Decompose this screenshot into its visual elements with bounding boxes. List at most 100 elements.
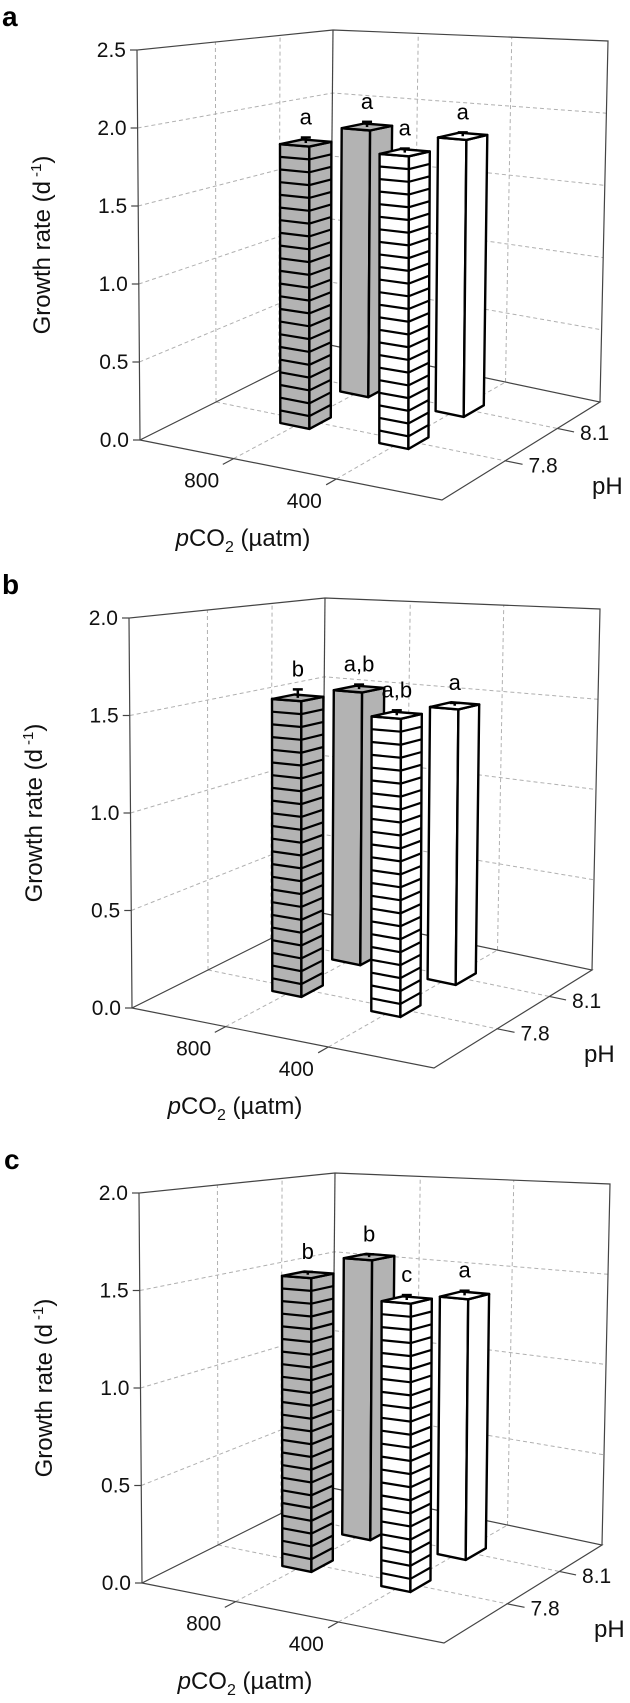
bar-stripe xyxy=(279,240,332,251)
bar-stripe xyxy=(271,796,324,806)
bar-stripe xyxy=(272,846,324,857)
bar-stripe xyxy=(271,758,324,767)
x-axis-title-sub: 2 xyxy=(217,1107,226,1124)
y-axis-title-close: ) xyxy=(29,156,56,164)
bar-stripe xyxy=(272,833,324,844)
x-axis-title-italic: p xyxy=(177,1668,191,1695)
bar-top-face xyxy=(280,1270,335,1280)
y-axis-title-close: ) xyxy=(31,1299,58,1307)
bar-stripe xyxy=(379,212,430,222)
bar: a xyxy=(278,105,333,431)
bar-stripe xyxy=(282,1409,334,1420)
bar-top-face xyxy=(332,684,386,694)
bar-stripe xyxy=(371,814,422,824)
bar-stripe xyxy=(281,1359,334,1369)
bar-stripe xyxy=(282,1472,334,1484)
x-axis-title-rest: (µatm) xyxy=(236,1668,313,1695)
bar-stripe xyxy=(280,328,332,341)
bar-stripe xyxy=(371,991,422,1006)
bar-stripe xyxy=(379,237,430,247)
significance-letter: a xyxy=(300,105,313,130)
panel-letter: b xyxy=(2,569,19,600)
significance-letter: a xyxy=(399,116,412,141)
bar-stripe xyxy=(281,1285,334,1293)
bar-stripe xyxy=(281,1384,334,1395)
bar-stripe xyxy=(379,386,430,400)
bar-stripe xyxy=(271,733,324,741)
y-tick-label: 1.5 xyxy=(100,1280,129,1303)
bar-top-face xyxy=(438,1290,491,1301)
bar-stripe xyxy=(371,864,422,876)
bar-top-face xyxy=(380,1295,433,1305)
bar-stripe xyxy=(381,1553,432,1567)
bar-stripe xyxy=(272,883,324,896)
x-tick xyxy=(325,478,337,486)
bar-stripe xyxy=(371,966,422,980)
bar-left-face xyxy=(436,1295,470,1562)
bar-stripe xyxy=(281,1334,334,1344)
x-axis-title-rest: (µatm) xyxy=(234,525,311,552)
bar-stripe xyxy=(379,324,430,336)
bar-stripe xyxy=(282,1459,334,1471)
bar-left-face xyxy=(331,689,364,967)
bar: a,b xyxy=(370,677,423,1019)
x-axis-title-main: CO xyxy=(191,1668,227,1695)
bar-stripe xyxy=(279,203,332,212)
x-axis-title-rest: (µatm) xyxy=(226,1093,303,1120)
bar-stripe xyxy=(381,1438,432,1449)
bar-stripe xyxy=(271,821,324,831)
bar-stripe xyxy=(282,1546,334,1561)
z-tick-label: 7.8 xyxy=(531,1597,560,1620)
bar: a xyxy=(378,116,431,451)
bar-stripe xyxy=(281,1372,334,1382)
y-tick-label: 0.5 xyxy=(91,900,120,923)
bar-stripe xyxy=(280,341,332,354)
significance-letter: c xyxy=(401,1262,412,1287)
bar-stripe xyxy=(379,349,430,362)
bar-stripe xyxy=(282,1522,334,1535)
bar: a xyxy=(434,99,489,419)
y-axis-title-text: Growth rate (d xyxy=(31,1324,58,1477)
bar-stripe xyxy=(381,1476,432,1489)
x-tick xyxy=(317,1046,329,1054)
y-axis-title: Growth rate (d -1) xyxy=(30,1299,58,1478)
bar-stripe xyxy=(381,1502,432,1515)
bar-stripe xyxy=(272,896,324,909)
z-tick-label: 8.1 xyxy=(582,1565,611,1588)
bar-stripe xyxy=(272,858,324,870)
z-tick xyxy=(549,995,567,1001)
gridline-wall-pco2 xyxy=(507,1180,515,1526)
z-tick xyxy=(557,427,575,433)
y-axis-title-text: Growth rate (d xyxy=(29,181,56,334)
bar-top-face xyxy=(436,131,489,142)
y-tick-label: 0.0 xyxy=(92,997,121,1020)
bar-stripe xyxy=(381,1348,432,1358)
bar-stripe xyxy=(381,1387,432,1397)
bar-stripe xyxy=(371,788,422,798)
bar-stripe xyxy=(381,1425,432,1436)
bar-stripe xyxy=(371,776,422,785)
bar-stripe xyxy=(271,745,324,754)
bar: b xyxy=(270,656,325,999)
bar-stripe xyxy=(280,403,332,418)
x-axis-title-sub: 2 xyxy=(227,1682,236,1699)
bar-left-face xyxy=(378,152,411,451)
x-tick-label: 400 xyxy=(289,1633,324,1656)
y-tick-label: 0.5 xyxy=(99,351,128,374)
panel-c: c 0.0 0.5 1.0 1.5 2.0 800 400 7.8 8.1 pH pCO2 (µatm… xyxy=(4,1144,625,1699)
bar-stripe xyxy=(271,708,324,716)
x-tick xyxy=(327,1621,339,1629)
bar-stripe xyxy=(282,1509,334,1522)
bar-left-face xyxy=(434,136,468,419)
bar-stripe xyxy=(379,311,430,323)
bar-stripe xyxy=(272,959,324,973)
bar-right-face xyxy=(464,1292,491,1562)
z-tick-label: 8.1 xyxy=(572,990,601,1013)
bar-stripe xyxy=(371,890,422,902)
y-tick-label: 2.0 xyxy=(89,607,118,630)
z-tick xyxy=(559,1570,577,1576)
bar-stripe xyxy=(371,902,422,915)
bar-stripe xyxy=(371,928,422,941)
bar-stripe xyxy=(279,253,332,264)
